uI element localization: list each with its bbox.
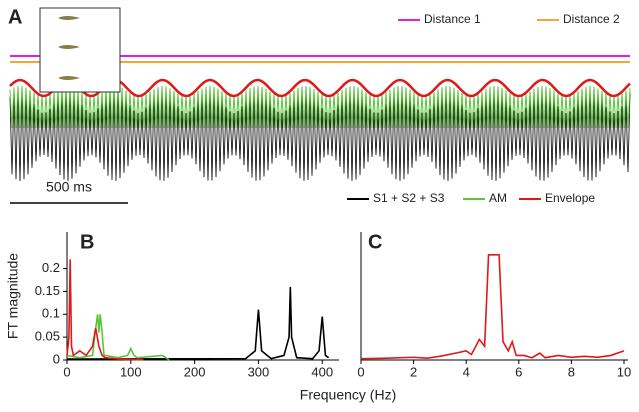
legend-label: Envelope: [545, 191, 595, 205]
y-tick-label: 0.2: [42, 260, 60, 275]
y-tick-label: 0.15: [35, 283, 60, 298]
carrier-wave: [9, 86, 631, 182]
fish-icons: [58, 16, 80, 80]
legend-label: S1 + S2 + S3: [373, 191, 445, 205]
am-wave: [9, 85, 631, 129]
fish: [58, 45, 80, 49]
x-tick-label: 4: [463, 364, 470, 379]
series-line: [360, 254, 625, 360]
x-axis-label: Frequency (Hz): [300, 387, 396, 403]
y-axis-label: FT magnitude: [5, 253, 21, 339]
x-tick-label: 8: [568, 364, 575, 379]
x-tick-label: 300: [248, 364, 270, 379]
legend-label: Distance 1: [424, 12, 481, 26]
panel-label: B: [80, 231, 94, 253]
y-tick-label: 0.05: [35, 329, 60, 344]
x-tick-label: 6: [515, 364, 522, 379]
scale-label: 500 ms: [46, 179, 92, 195]
panel-label: A: [8, 6, 22, 28]
legend-label: AM: [489, 191, 507, 205]
y-tick-label: 0.1: [42, 306, 60, 321]
panel-label: C: [368, 231, 382, 253]
y-tick-label: 0: [53, 351, 60, 366]
x-tick-label: 0: [63, 364, 70, 379]
fish: [58, 16, 80, 20]
fish: [58, 76, 80, 80]
x-tick-label: 10: [617, 364, 631, 379]
x-tick-label: 400: [311, 364, 333, 379]
legend-label: Distance 2: [563, 12, 620, 26]
x-tick-label: 100: [120, 364, 142, 379]
x-tick-label: 2: [410, 364, 417, 379]
inset-photo: [39, 7, 121, 93]
series-line: [66, 286, 330, 360]
x-tick-label: 200: [184, 364, 206, 379]
series-line: [66, 259, 144, 361]
x-tick-label: 0: [357, 364, 364, 379]
